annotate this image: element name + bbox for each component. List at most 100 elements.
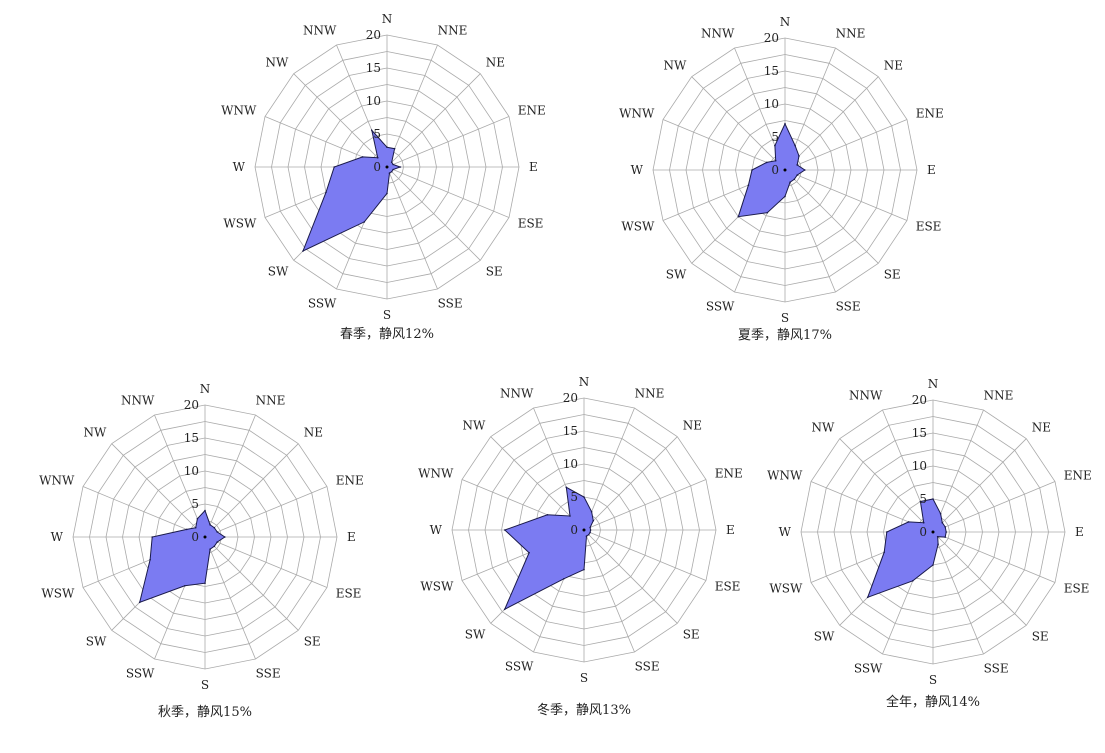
direction-label-n: N bbox=[780, 15, 791, 29]
data-point-nnw bbox=[919, 500, 922, 503]
data-point-nne bbox=[794, 144, 796, 147]
wind-rose-caption: 冬季，静风13% bbox=[537, 703, 631, 718]
direction-label-nne: NNE bbox=[836, 26, 866, 40]
data-point-ene bbox=[944, 526, 946, 528]
data-point-ese bbox=[392, 168, 394, 171]
spoke-wnw bbox=[82, 486, 206, 538]
spoke-ne bbox=[583, 436, 678, 531]
spoke-ne bbox=[204, 443, 299, 538]
spoke-ene bbox=[784, 119, 908, 171]
spoke-nw bbox=[293, 73, 388, 168]
direction-label-ese: ESE bbox=[916, 220, 942, 234]
spoke-ene bbox=[583, 479, 707, 531]
data-point-ssw bbox=[766, 211, 769, 214]
spoke-se bbox=[932, 531, 1027, 626]
direction-label-s: S bbox=[580, 671, 588, 685]
data-point-ne bbox=[798, 155, 800, 157]
data-point-wnw bbox=[907, 521, 910, 523]
radial-tick-label: 20 bbox=[563, 391, 578, 405]
direction-label-n: N bbox=[200, 382, 211, 396]
direction-label-ssw: SSW bbox=[126, 667, 155, 681]
spoke-se bbox=[204, 536, 299, 631]
direction-label-nw: NW bbox=[462, 418, 486, 432]
radial-tick-label: 15 bbox=[764, 64, 779, 78]
spoke-sse bbox=[784, 169, 836, 293]
data-point-n bbox=[583, 496, 585, 498]
radial-tick-label: 0 bbox=[570, 523, 578, 537]
data-point-nne bbox=[393, 147, 396, 150]
radial-tick-label: 10 bbox=[912, 459, 927, 473]
data-point-nnw bbox=[774, 144, 776, 147]
data-point-n bbox=[932, 498, 934, 500]
direction-label-nne: NNE bbox=[256, 393, 286, 407]
data-point-s bbox=[583, 568, 585, 571]
spoke-nne bbox=[386, 44, 438, 168]
spoke-ese bbox=[583, 529, 707, 581]
direction-label-s: S bbox=[383, 308, 391, 322]
radial-tick-label: 5 bbox=[373, 127, 381, 141]
data-point-e bbox=[804, 169, 806, 171]
spoke-ne bbox=[386, 73, 481, 168]
wind-rose-caption: 秋季，静风15% bbox=[158, 705, 252, 720]
direction-label-nw: NW bbox=[663, 58, 687, 72]
data-point-ne bbox=[941, 521, 944, 524]
direction-label-wsw: WSW bbox=[769, 582, 803, 596]
center-point bbox=[931, 530, 935, 534]
spoke-nw bbox=[691, 76, 786, 171]
data-point-wnw bbox=[185, 528, 188, 531]
data-point-se bbox=[213, 545, 216, 548]
data-point-nne bbox=[939, 512, 942, 515]
direction-label-wsw: WSW bbox=[223, 217, 257, 231]
data-point-wsw bbox=[149, 558, 151, 561]
data-point-se bbox=[936, 535, 939, 538]
direction-label-ene: ENE bbox=[518, 103, 546, 117]
direction-label-ssw: SSW bbox=[505, 660, 534, 674]
data-point-ne bbox=[592, 519, 595, 522]
data-point-sw bbox=[737, 215, 740, 218]
direction-label-se: SE bbox=[884, 268, 901, 282]
data-point-nnw bbox=[565, 486, 568, 489]
direction-label-sw: SW bbox=[666, 268, 687, 282]
radial-tick-label: 0 bbox=[919, 525, 927, 539]
data-point-e bbox=[224, 536, 226, 538]
direction-label-s: S bbox=[929, 673, 937, 687]
direction-label-ssw: SSW bbox=[308, 297, 337, 311]
spoke-nnw bbox=[154, 414, 206, 538]
direction-label-sw: SW bbox=[814, 630, 835, 644]
direction-label-wnw: WNW bbox=[221, 103, 257, 117]
data-point-nne bbox=[590, 510, 593, 513]
direction-label-nnw: NNW bbox=[849, 388, 883, 402]
direction-label-s: S bbox=[781, 311, 789, 325]
direction-label-nnw: NNW bbox=[500, 386, 534, 400]
data-point-wsw bbox=[325, 191, 327, 194]
data-point-s bbox=[932, 564, 934, 566]
direction-label-se: SE bbox=[486, 265, 503, 279]
direction-label-se: SE bbox=[683, 628, 700, 642]
spoke-nw bbox=[111, 443, 206, 538]
data-point-ssw bbox=[363, 221, 366, 223]
radial-tick-label: 15 bbox=[184, 431, 199, 445]
data-point-sse bbox=[388, 172, 391, 174]
data-point-w bbox=[751, 169, 753, 171]
data-point-nnw bbox=[371, 129, 373, 132]
radial-tick-label: 10 bbox=[184, 464, 199, 478]
data-point-nw bbox=[376, 156, 379, 159]
data-point-e bbox=[945, 531, 947, 533]
wind-rose-caption: 春季，静风12% bbox=[340, 327, 434, 342]
spoke-se bbox=[386, 166, 481, 261]
data-point-ssw bbox=[184, 585, 186, 587]
spoke-ese bbox=[784, 169, 908, 221]
data-point-sse bbox=[789, 181, 791, 183]
data-point-sse bbox=[937, 543, 939, 545]
data-point-e bbox=[399, 166, 402, 168]
data-point-se bbox=[390, 170, 393, 173]
direction-label-wnw: WNW bbox=[767, 468, 803, 482]
data-point-nw bbox=[569, 515, 571, 517]
spoke-ne bbox=[784, 76, 879, 171]
data-point-nnw bbox=[196, 517, 199, 520]
direction-label-ne: NE bbox=[1032, 420, 1051, 434]
radial-tick-label: 15 bbox=[366, 61, 381, 75]
radial-tick-label: 20 bbox=[764, 31, 779, 45]
direction-label-ene: ENE bbox=[1064, 468, 1092, 482]
direction-label-e: E bbox=[726, 523, 735, 537]
